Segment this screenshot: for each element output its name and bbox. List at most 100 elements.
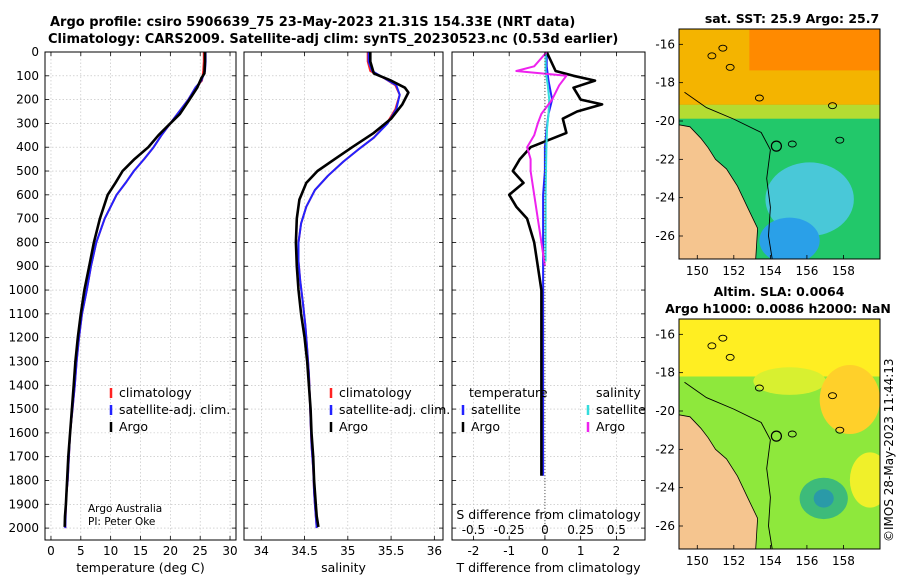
legend-label: satellite-adj. clim.	[339, 402, 450, 417]
axes-frame	[451, 51, 646, 541]
map-x-tick-label: 156	[795, 264, 818, 278]
x-tick-label: 25	[193, 544, 208, 558]
x-tick-label: 0	[541, 544, 549, 558]
sla-eddy-warm	[819, 365, 880, 434]
x-tick-label: 30	[222, 544, 237, 558]
y-tick-label: 800	[16, 235, 39, 249]
reef-outline	[707, 52, 717, 60]
reef-outline	[725, 63, 735, 71]
series-line-argo	[294, 52, 410, 528]
legend-label: climatology	[119, 385, 192, 400]
x-tick-label: 2	[613, 544, 621, 558]
top-x-tick-label: 0.5	[607, 523, 626, 537]
legend-label: climatology	[339, 385, 412, 400]
land-mass	[679, 124, 759, 259]
sst-map-title: sat. SST: 25.9 Argo: 25.7	[705, 11, 879, 26]
y-tick-label: 100	[16, 69, 39, 83]
map-y-tick-label: -18	[655, 366, 675, 380]
legend-label: Argo	[339, 419, 368, 434]
map-y-tick-label: -26	[655, 229, 675, 243]
reef-outline	[754, 384, 764, 392]
map-x-tick-label: 154	[759, 264, 782, 278]
figure-title-line2: Climatology: CARS2009. Satellite-adj cli…	[48, 32, 619, 47]
sla-map-subtitle: Argo h1000: 0.0086 h2000: NaN	[665, 301, 891, 316]
land-mass	[679, 414, 759, 549]
x-tick-label: 35	[340, 544, 355, 558]
map-y-tick-label: -24	[655, 191, 675, 205]
sst-cool-patch	[765, 162, 854, 236]
map-x-tick-label: 154	[759, 554, 782, 568]
map-y-tick-label: -16	[655, 37, 675, 51]
series-line-temperature-satellite	[542, 52, 554, 476]
y-tick-label: 2000	[8, 521, 39, 535]
reef-outline	[828, 392, 837, 400]
y-tick-label: 0	[31, 45, 39, 59]
top-x-tick-label: 0.25	[567, 523, 594, 537]
y-tick-label: 300	[16, 116, 39, 130]
series-line-argo	[63, 52, 207, 527]
reef-outline	[835, 136, 845, 144]
map-x-tick-label: 158	[832, 264, 855, 278]
map-y-tick-label: -24	[655, 481, 675, 495]
reef-outline	[787, 430, 797, 438]
x-axis-label: T difference from climatology	[455, 560, 641, 575]
sst-transition	[679, 104, 880, 119]
axes-frame	[243, 51, 444, 541]
y-tick-label: 1500	[8, 402, 39, 416]
sst-cold-patch	[759, 217, 820, 259]
map-y-tick-label: -18	[655, 76, 675, 90]
top-x-tick-label: -0.5	[462, 523, 485, 537]
legend-title-salinity: salinity	[596, 385, 641, 400]
legend-label: satellite	[471, 402, 521, 417]
series-line-satellite-adj-clim-	[64, 52, 207, 529]
reef-outline	[787, 140, 797, 148]
credit-line1: Argo Australia	[88, 503, 162, 515]
map-y-tick-label: -22	[655, 442, 675, 456]
top-x-tick-label: -0.25	[494, 523, 525, 537]
sla-eddy-core	[813, 489, 834, 508]
sla-eddy-east	[849, 452, 880, 508]
reef-outline	[718, 334, 728, 342]
reef-outline	[835, 426, 845, 434]
top-x-tick-label: 0	[541, 523, 549, 537]
x-tick-label: 36	[427, 544, 442, 558]
map-y-tick-label: -16	[655, 327, 675, 341]
map-frame	[678, 318, 881, 550]
map-x-tick-label: 152	[722, 554, 745, 568]
sla-high-patch	[753, 367, 826, 395]
x-tick-label: -2	[467, 544, 479, 558]
series-line-temperature-argo	[507, 51, 604, 476]
x-axis-label: temperature (deg C)	[76, 560, 205, 575]
sla-map-title: Altim. SLA: 0.0064	[714, 284, 845, 299]
map-x-tick-label: 150	[686, 264, 709, 278]
reef-outline	[707, 342, 717, 350]
series-line-salinity-satellite	[544, 52, 551, 262]
y-tick-label: 1800	[8, 473, 39, 487]
legend-label: satellite	[596, 402, 646, 417]
credit-line2: PI: Peter Oke	[88, 516, 155, 528]
x-tick-label: 10	[103, 544, 118, 558]
top-x-axis-label: S difference from climatology	[456, 507, 641, 522]
y-tick-label: 1400	[8, 378, 39, 392]
reef-outline	[725, 353, 735, 361]
y-tick-label: 1700	[8, 450, 39, 464]
y-tick-label: 1600	[8, 426, 39, 440]
x-tick-label: 34	[254, 544, 269, 558]
x-tick-label: 20	[163, 544, 178, 558]
map-x-tick-label: 152	[722, 264, 745, 278]
x-tick-label: 0	[47, 544, 55, 558]
y-tick-label: 200	[16, 93, 39, 107]
x-tick-label: -1	[503, 544, 515, 558]
figure-title-line1: Argo profile: csiro 5906639_75 23-May-20…	[50, 15, 576, 30]
map-y-tick-label: -26	[655, 519, 675, 533]
y-tick-label: 1100	[8, 307, 39, 321]
reef-outline	[754, 94, 764, 102]
y-tick-label: 600	[16, 188, 39, 202]
x-tick-label: 34.5	[291, 544, 318, 558]
legend-label: Argo	[596, 419, 625, 434]
legend-label: Argo	[119, 419, 148, 434]
map-x-tick-label: 158	[832, 554, 855, 568]
imos-watermark: ©IMOS 28-May-2023 11:44:13	[882, 358, 896, 542]
